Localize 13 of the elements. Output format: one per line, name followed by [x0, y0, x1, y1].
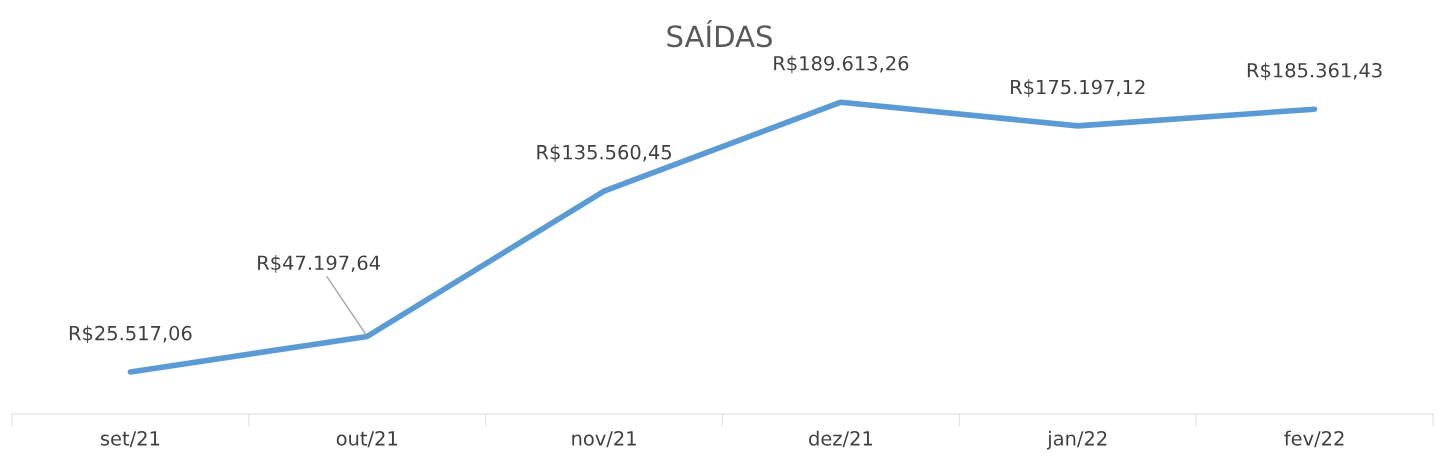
x-tick-label: jan/22 — [1046, 430, 1107, 450]
chart-title: SAÍDAS — [667, 19, 772, 48]
data-label: R$25.517,06 — [69, 325, 192, 344]
x-tick-label: set/21 — [100, 431, 160, 448]
data-label: R$189.613,26 — [774, 55, 909, 74]
data-label: R$47.197,64 — [258, 255, 380, 273]
x-tick-label: nov/21 — [572, 431, 636, 448]
data-label: R$135.560,45 — [537, 144, 671, 163]
x-tick-label: fev/22 — [1284, 430, 1344, 448]
data-label: R$185.361,43 — [1247, 62, 1382, 81]
x-tick-label: out/21 — [336, 431, 398, 448]
x-tick-label: dez/21 — [809, 430, 873, 448]
data-label: R$175.197,12 — [1011, 79, 1145, 97]
